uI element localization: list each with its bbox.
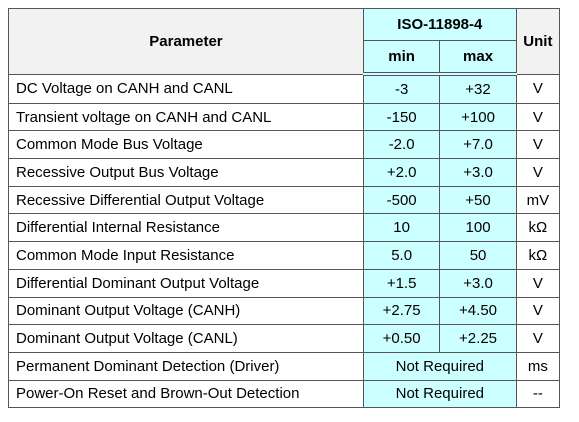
table-cell: -3	[362, 73, 441, 104]
table-cell: Transient voltage on CANH and CANL	[8, 102, 364, 132]
table-cell: V	[515, 73, 561, 104]
table-cell: ms	[515, 351, 561, 381]
table-cell: Recessive Output Bus Voltage	[8, 158, 364, 187]
table-cell: V	[515, 296, 561, 326]
table-cell: Permanent Dominant Detection (Driver)	[8, 351, 364, 381]
table-cell: +3.0	[439, 268, 517, 298]
header-cell: Parameter	[8, 8, 364, 75]
table-row: Dominant Output Voltage (CANH) +2.75 +4.50…	[8, 296, 561, 326]
header-cell: ISO-11898-4	[362, 8, 517, 41]
table-row: Permanent Dominant Detection (Driver) Not…	[8, 351, 561, 381]
table-body: DC Voltage on CANH and CANL -3 +32 V Transie…	[8, 73, 561, 409]
table-row: Differential Internal Resistance 10 100 kΩ	[8, 213, 561, 243]
header-cell: Unit	[515, 8, 561, 75]
table-cell: V	[515, 268, 561, 298]
table-cell: -500	[362, 185, 441, 215]
table-cell: V	[515, 130, 561, 160]
table-row: Recessive Differential Output Voltage -50…	[8, 185, 561, 215]
table-cell: Dominant Output Voltage (CANL)	[8, 324, 364, 353]
table-cell: mV	[515, 185, 561, 215]
table-row: Dominant Output Voltage (CANL) +0.50 +2.25…	[8, 324, 561, 353]
table-cell: +2.0	[362, 158, 441, 187]
table-cell: +7.0	[439, 130, 517, 160]
table-cell: V	[515, 158, 561, 187]
table-cell: 50	[439, 241, 517, 270]
table-cell: 5.0	[362, 241, 441, 270]
header-row: min max	[9, 40, 560, 76]
table-row: Power-On Reset and Brown-Out Detection No…	[8, 379, 561, 409]
table-cell: -2.0	[362, 130, 441, 160]
table-cell: Common Mode Bus Voltage	[8, 130, 364, 160]
table-cell: +2.75	[362, 296, 441, 326]
table-cell: Recessive Differential Output Voltage	[8, 185, 364, 215]
table-cell: 100	[439, 213, 517, 243]
table-cell: kΩ	[515, 241, 561, 270]
table-cell: Dominant Output Voltage (CANH)	[8, 296, 364, 326]
header-cell: max	[439, 40, 517, 76]
table-row: Common Mode Input Resistance 5.0 50 kΩ	[8, 241, 561, 270]
table-cell: +32	[439, 73, 517, 104]
table-cell: DC Voltage on CANH and CANL	[8, 73, 364, 104]
table-cell: +3.0	[439, 158, 517, 187]
table-row: DC Voltage on CANH and CANL -3 +32 V	[8, 73, 561, 104]
table-cell: Differential Internal Resistance	[8, 213, 364, 243]
header-cell: min	[362, 40, 441, 76]
table-cell: V	[515, 102, 561, 132]
table-cell: Not Required	[362, 379, 517, 409]
table-cell: +1.5	[362, 268, 441, 298]
table-cell: +0.50	[362, 324, 441, 353]
table-cell: Power-On Reset and Brown-Out Detection	[8, 379, 364, 409]
table-cell: --	[515, 379, 561, 409]
table-cell: V	[515, 324, 561, 353]
table-cell: Common Mode Input Resistance	[8, 241, 364, 270]
table-row: Recessive Output Bus Voltage +2.0 +3.0 V	[8, 158, 561, 187]
table-cell: 10	[362, 213, 441, 243]
table-cell: -150	[362, 102, 441, 132]
table-cell: +4.50	[439, 296, 517, 326]
table-row: Transient voltage on CANH and CANL -150 +1…	[8, 102, 561, 132]
header-row: Parameter ISO-11898-4 Unit	[8, 8, 561, 75]
table-cell: kΩ	[515, 213, 561, 243]
table-row: Differential Dominant Output Voltage +1.5…	[8, 268, 561, 298]
table-cell: Not Required	[362, 351, 517, 381]
spec-table: Parameter ISO-11898-4 Unit min max DC Vo…	[8, 8, 561, 409]
table-cell: Differential Dominant Output Voltage	[8, 268, 364, 298]
table-cell: +50	[439, 185, 517, 215]
table-cell: +2.25	[439, 324, 517, 353]
table-cell: +100	[439, 102, 517, 132]
table-row: Common Mode Bus Voltage -2.0 +7.0 V	[8, 130, 561, 160]
